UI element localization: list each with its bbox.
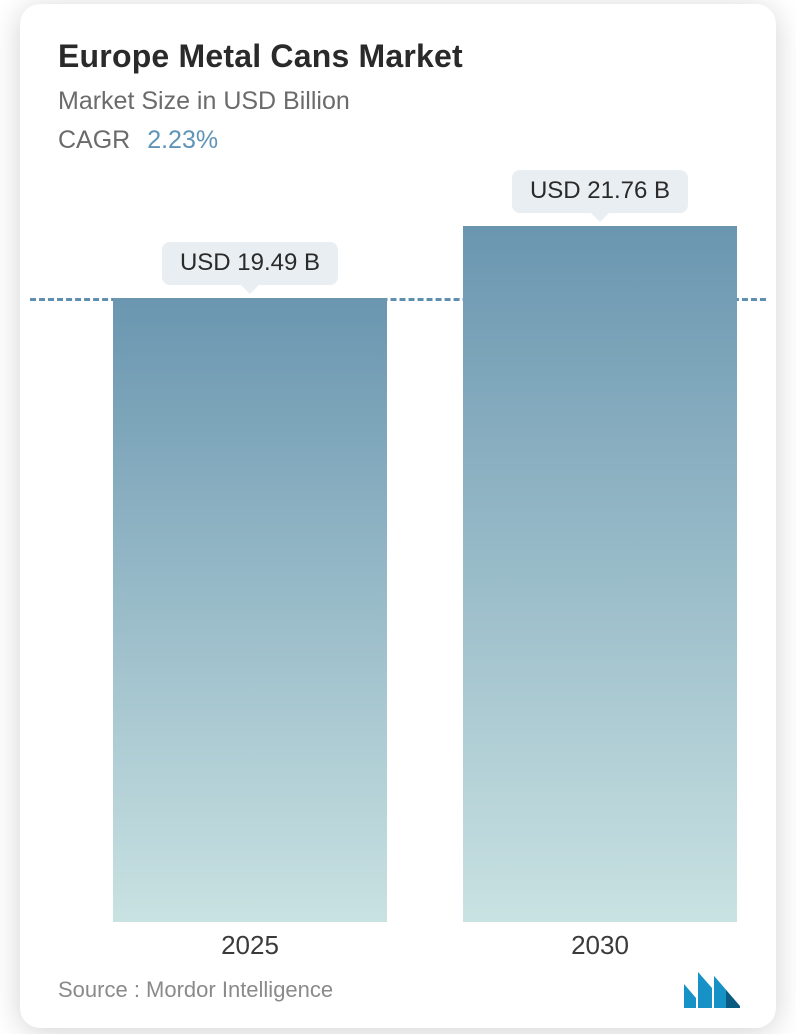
value-label: USD 21.76 B [512, 170, 688, 213]
bars-container: USD 19.49 B USD 21.76 B [20, 202, 776, 922]
cagr-value: 2.23% [147, 126, 218, 154]
x-axis-label: 2030 [571, 930, 629, 961]
chart-card: Europe Metal Cans Market Market Size in … [20, 4, 776, 1028]
cagr-row: CAGR 2.23% [58, 126, 742, 155]
cagr-label: CAGR [58, 126, 130, 154]
value-label: USD 19.49 B [162, 242, 338, 285]
bar-fill [463, 226, 737, 922]
chart-area: USD 19.49 B USD 21.76 B [20, 202, 776, 922]
bar: USD 21.76 B [463, 226, 737, 922]
x-axis-label: 2025 [221, 930, 279, 961]
bar: USD 19.49 B [113, 298, 387, 922]
brand-logo-icon [682, 970, 742, 1010]
source-text: Source : Mordor Intelligence [58, 977, 333, 1003]
chart-subtitle: Market Size in USD Billion [58, 87, 742, 116]
x-axis: 2025 2030 [20, 926, 776, 976]
chart-footer: Source : Mordor Intelligence [58, 970, 742, 1010]
bar-fill [113, 298, 387, 922]
chart-title: Europe Metal Cans Market [58, 38, 742, 75]
